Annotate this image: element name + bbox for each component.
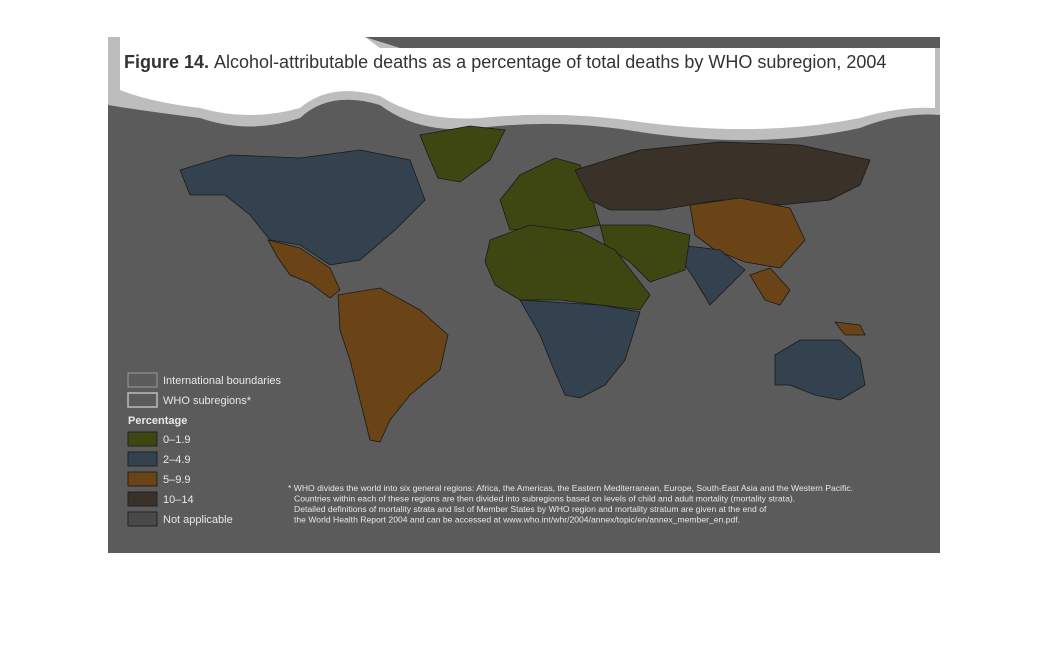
new-guinea: [834, 321, 866, 336]
footnote-line: * WHO divides the world into six general…: [288, 483, 853, 493]
legend-label: 2–4.9: [163, 454, 191, 466]
footnote-line: the World Health Report 2004 and can be …: [294, 515, 740, 525]
russia: [574, 141, 871, 211]
south-east-asia: [749, 267, 791, 306]
north-america: [179, 149, 426, 266]
legend-heading: Percentage: [128, 415, 187, 427]
legend-swatch: [127, 471, 158, 487]
north-africa: [484, 224, 651, 311]
central-america: [267, 239, 341, 299]
australia: [774, 339, 866, 401]
legend-label: 5–9.9: [163, 474, 191, 486]
legend-label: 0–1.9: [163, 434, 191, 446]
world-map: [179, 125, 871, 443]
footnote-line: Countries within each of these regions a…: [294, 494, 795, 504]
legend-label: WHO subregions*: [163, 395, 252, 407]
india: [679, 244, 746, 306]
footnote-line: Detailed definitions of mortality strata…: [294, 504, 767, 514]
legend-swatch: [127, 511, 158, 527]
boundary-swatch: [127, 372, 158, 388]
greenland: [419, 125, 506, 183]
legend-label: 10–14: [163, 494, 194, 506]
title: Figure 14. Alcohol-attributable deaths as…: [124, 52, 886, 72]
southern-africa: [519, 299, 641, 399]
boundary-swatch: [127, 392, 158, 408]
legend-swatch: [127, 491, 158, 507]
south-america: [337, 287, 449, 443]
header: [120, 37, 935, 130]
legend-label: Not applicable: [163, 514, 233, 526]
legend-swatch: [127, 431, 158, 447]
legend-swatch: [127, 451, 158, 467]
figure-label: Figure 14.: [124, 52, 209, 72]
legend-label: International boundaries: [163, 375, 282, 387]
title-text: Alcohol-attributable deaths as a percent…: [214, 52, 886, 72]
